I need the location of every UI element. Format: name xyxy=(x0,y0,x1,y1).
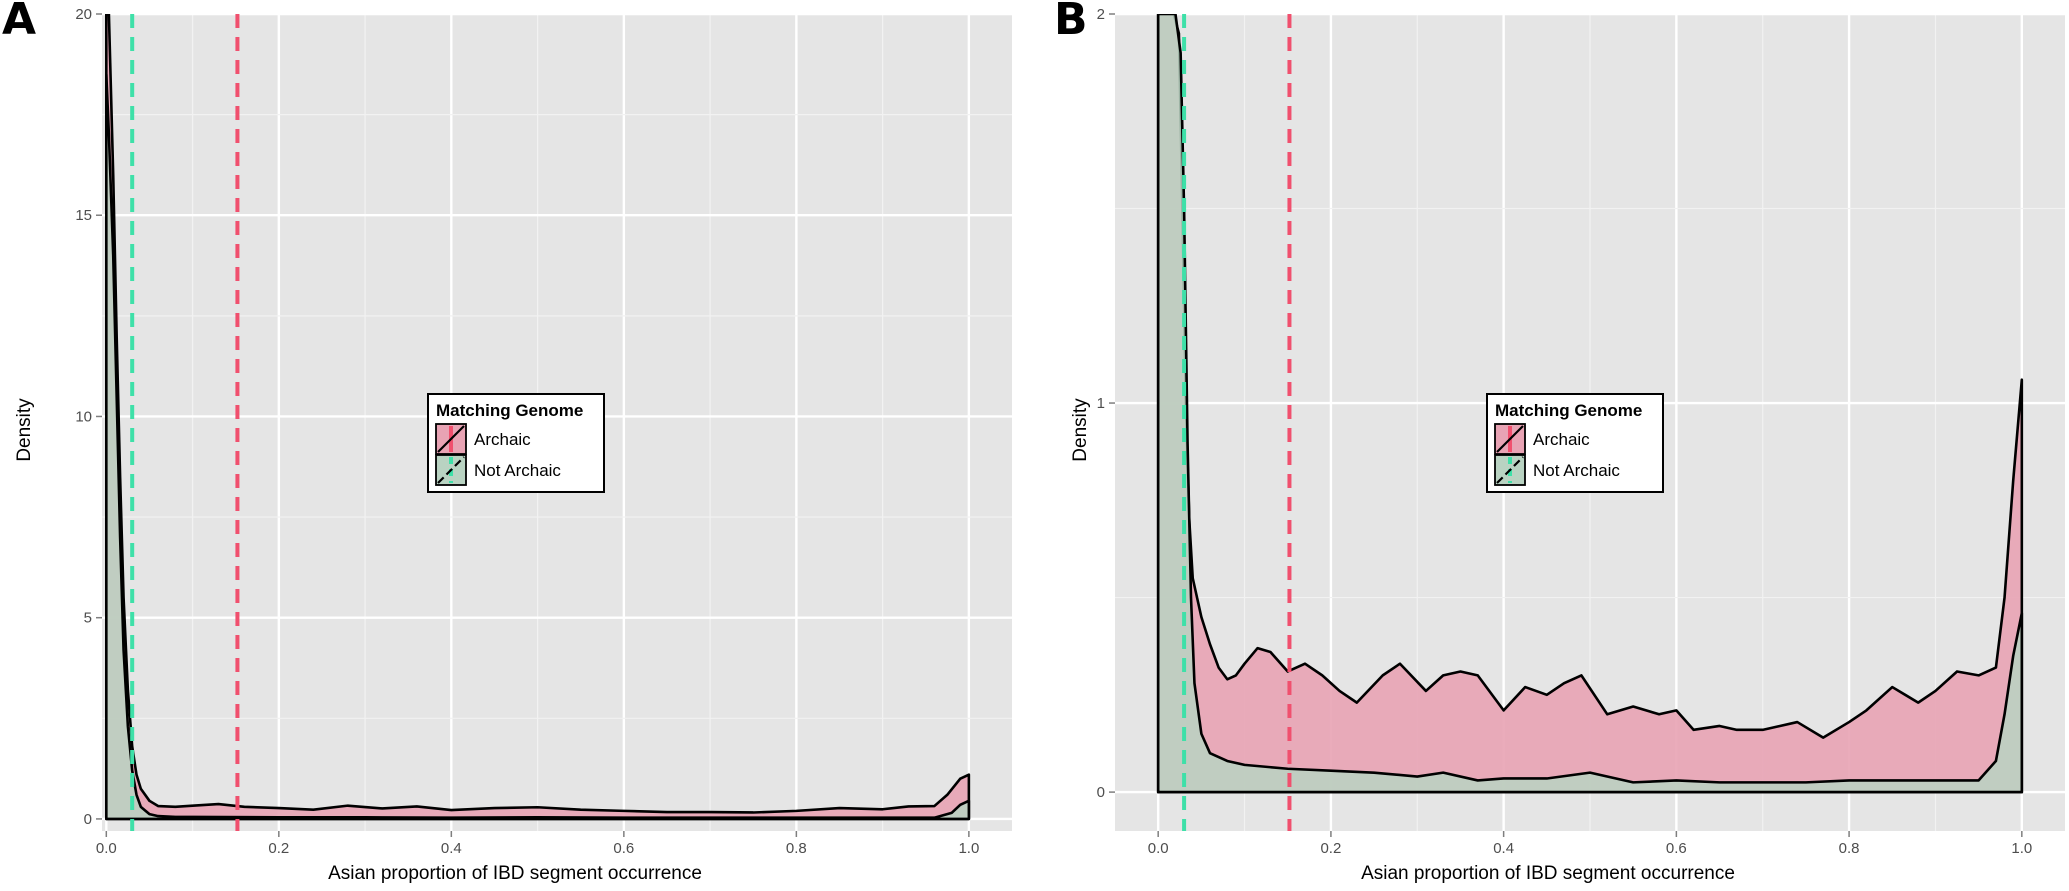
density-chart-a: 0.0 0.2 0.4 0.6 0.8 1.0 0 5 10 15 20 Asian proporti… xyxy=(14,6,1012,884)
legend-key-diagonal xyxy=(437,425,465,453)
legend-title: Matching Genome xyxy=(436,401,583,420)
y-tick-label: 15 xyxy=(75,207,92,224)
y-tick-label: 0 xyxy=(1097,784,1105,801)
legend-title: Matching Genome xyxy=(1495,401,1642,420)
panel-b: B 0.0 0.2 0.4 0.6 0.8 1.0 0 1 2 Asian proportion … xyxy=(1050,0,2069,886)
legend-key-diagonal xyxy=(1496,456,1524,484)
density-area-not-archaic xyxy=(1156,14,2024,794)
y-axis-label: Density xyxy=(14,398,35,462)
y-tick-label: 20 xyxy=(75,6,92,23)
legend: Matching Genome Archaic Not Archaic xyxy=(1486,393,1664,493)
density-chart-b: 0.0 0.2 0.4 0.6 0.8 1.0 0 1 2 Asian proportion of… xyxy=(1070,6,2065,884)
panel-letter-a: A xyxy=(2,0,37,45)
legend-label-archaic: Archaic xyxy=(1533,430,1590,449)
x-tick-label: 0.6 xyxy=(1666,840,1687,857)
density-layer xyxy=(1156,14,2024,831)
x-axis-label: Asian proportion of IBD segment occurren… xyxy=(1361,863,1735,884)
x-tick-label: 0.0 xyxy=(96,840,117,857)
x-tick-label: 0.2 xyxy=(1320,840,1341,857)
density-area-archaic xyxy=(105,14,971,821)
x-tick-label: 0.2 xyxy=(268,840,289,857)
density-area-archaic xyxy=(1156,14,2024,794)
panel-letter-b: B xyxy=(1054,0,1088,45)
legend-key-diagonal xyxy=(1496,425,1524,453)
y-tick-label: 10 xyxy=(75,408,92,425)
legend-label-not-archaic: Not Archaic xyxy=(1533,461,1620,480)
legend: Matching Genome Archaic Not Archaic xyxy=(427,393,605,493)
y-tick-label: 2 xyxy=(1097,6,1105,23)
y-axis-label: Density xyxy=(1070,398,1091,462)
y-tick-label: 1 xyxy=(1097,395,1105,412)
x-tick-label: 0.6 xyxy=(613,840,634,857)
x-tick-label: 0.4 xyxy=(1493,840,1514,857)
legend-label-not-archaic: Not Archaic xyxy=(474,461,561,480)
y-tick-label: 0 xyxy=(84,811,92,828)
legend-key-diagonal xyxy=(437,456,465,484)
x-tick-label: 1.0 xyxy=(2011,840,2032,857)
density-area-not-archaic xyxy=(105,73,971,821)
legend-label-archaic: Archaic xyxy=(474,430,531,449)
x-tick-label: 0.0 xyxy=(1148,840,1169,857)
density-layer xyxy=(105,14,971,831)
x-tick-label: 0.8 xyxy=(1839,840,1860,857)
panel-a: A 0.0 0.2 0.4 0.6 0.8 1.0 0 5 10 15 20 Asian propor… xyxy=(0,0,1020,886)
x-tick-label: 1.0 xyxy=(958,840,979,857)
y-tick-label: 5 xyxy=(84,610,92,627)
x-tick-label: 0.8 xyxy=(786,840,807,857)
x-axis-label: Asian proportion of IBD segment occurren… xyxy=(328,863,702,884)
x-tick-label: 0.4 xyxy=(441,840,462,857)
